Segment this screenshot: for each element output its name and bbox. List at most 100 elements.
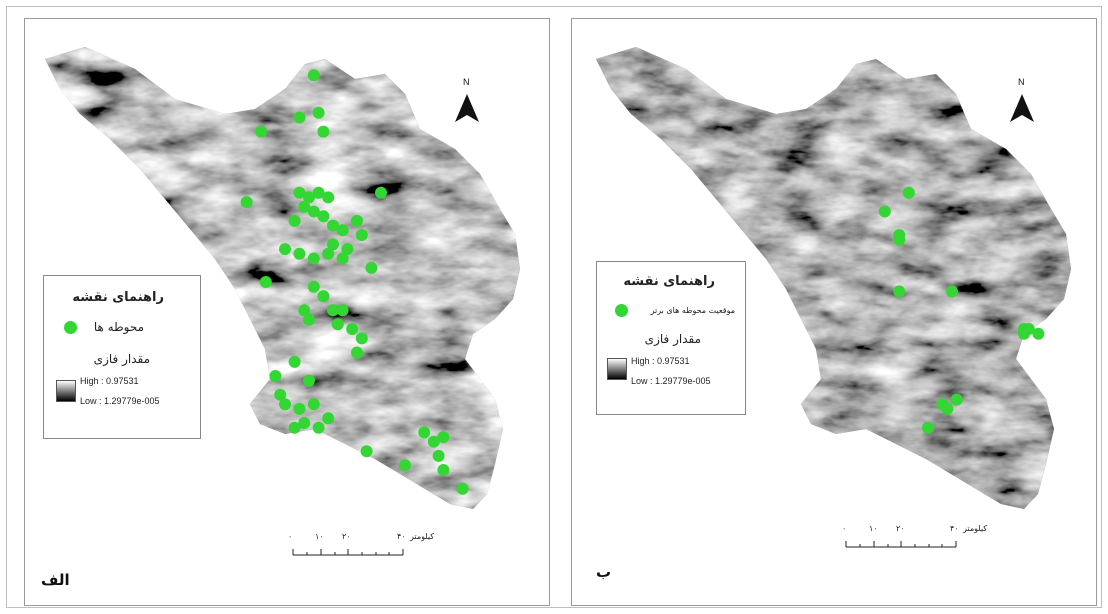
site-point: [317, 125, 330, 138]
site-point: [437, 431, 450, 444]
map-panel-b: N راهنمای نقشه موقعیت محوطه های برتر مقد…: [571, 18, 1097, 606]
site-point: [1032, 327, 1045, 340]
north-label: N: [1018, 77, 1025, 87]
site-point: [312, 186, 325, 199]
site-point: [274, 388, 287, 401]
site-point: [331, 318, 344, 331]
map-legend-b: راهنمای نقشه موقعیت محوطه های برتر مقدار…: [596, 261, 746, 415]
site-point: [432, 449, 445, 462]
site-point: [355, 229, 368, 241]
site-point: [255, 125, 267, 138]
site-point: [360, 445, 373, 458]
site-symbol-icon: [64, 321, 77, 334]
legend-low: Low : 1.29779e-005: [80, 396, 160, 406]
site-point: [288, 355, 301, 368]
site-point: [312, 106, 325, 119]
north-arrow-icon: [455, 94, 479, 122]
site-point: [279, 243, 291, 256]
site-point: [279, 398, 291, 411]
site-point: [288, 214, 301, 227]
scale-tick-20: ۲۰: [896, 524, 905, 533]
site-points-a: [240, 69, 469, 495]
site-point: [902, 186, 915, 199]
site-point: [1018, 327, 1030, 340]
site-point: [878, 205, 891, 218]
scale-bar: [845, 541, 957, 548]
legend-title: راهنمای نقشه: [623, 274, 715, 289]
site-point: [427, 435, 440, 448]
site-point: [336, 252, 349, 265]
scale-bar: [292, 549, 404, 556]
site-point: [307, 205, 320, 218]
site-point: [336, 224, 349, 237]
legend-high: High : 0.97531: [80, 376, 139, 386]
site-point: [288, 421, 301, 434]
legend-point-label: موقعیت محوطه های برتر: [650, 306, 735, 315]
site-point: [327, 304, 339, 317]
site-point: [307, 398, 320, 411]
site-point: [293, 111, 306, 124]
site-point: [365, 261, 378, 274]
legend-title: راهنمای نقشه: [72, 290, 164, 305]
site-point: [341, 243, 354, 256]
site-point: [317, 290, 330, 303]
site-point: [950, 393, 963, 406]
site-point: [418, 426, 431, 439]
panel-letter: الف: [41, 571, 70, 589]
site-point: [893, 233, 906, 246]
scale-tick-10: ۱۰: [315, 532, 324, 541]
site-point: [355, 332, 368, 345]
legend-field-label: مقدار فازی: [644, 332, 701, 346]
site-point: [298, 200, 311, 213]
site-point: [269, 370, 282, 382]
site-point: [307, 252, 320, 265]
scale-unit: کیلومتر: [410, 532, 435, 541]
site-point: [327, 219, 339, 232]
site-point: [317, 210, 330, 223]
site-point: [941, 402, 954, 415]
scale-tick-10: ۱۰: [869, 524, 878, 533]
scale-tick-0: ۰: [842, 524, 847, 533]
site-point: [322, 412, 335, 425]
site-point: [303, 313, 315, 326]
site-point: [303, 191, 315, 204]
site-point: [307, 280, 320, 293]
site-point: [307, 69, 320, 82]
site-point: [327, 238, 339, 251]
site-point: [322, 247, 335, 260]
site-point: [456, 482, 469, 495]
scale-tick-20: ۲۰: [342, 532, 351, 541]
site-point: [351, 214, 363, 227]
site-point: [312, 421, 325, 434]
site-point: [346, 323, 359, 335]
scale-tick-40: ۴۰: [950, 524, 959, 533]
site-symbol-icon: [615, 304, 628, 317]
site-point: [298, 417, 311, 429]
site-point: [437, 464, 450, 476]
site-point: [240, 196, 253, 209]
site-point: [351, 346, 363, 359]
map-legend-a: راهنمای نقشه محوطه ها مقدار فازی High : …: [43, 275, 201, 439]
scale-tick-0: ۰: [288, 532, 293, 541]
site-point: [259, 276, 272, 288]
legend-high: High : 0.97531: [631, 356, 690, 366]
site-point: [922, 421, 934, 434]
site-point: [322, 191, 335, 204]
legend-point-label: محوطه ها: [93, 320, 144, 334]
gradient-swatch: [607, 358, 627, 380]
site-point: [293, 186, 306, 199]
map-panel-a: N راهنمای نقشه محوطه ها مقدار فازی High …: [24, 18, 550, 606]
north-arrow-icon: [1010, 94, 1034, 122]
site-point: [336, 304, 349, 317]
site-point: [946, 285, 958, 298]
site-point: [293, 247, 306, 260]
scale-unit: کیلومتر: [963, 524, 988, 533]
site-points-b: [629, 186, 1045, 434]
site-point: [893, 285, 906, 298]
north-label: N: [463, 77, 470, 87]
site-point: [399, 459, 411, 472]
panel-letter: ب: [596, 563, 612, 581]
scale-tick-40: ۴۰: [397, 532, 406, 541]
legend-field-label: مقدار فازی: [93, 352, 150, 366]
site-point: [303, 374, 315, 387]
